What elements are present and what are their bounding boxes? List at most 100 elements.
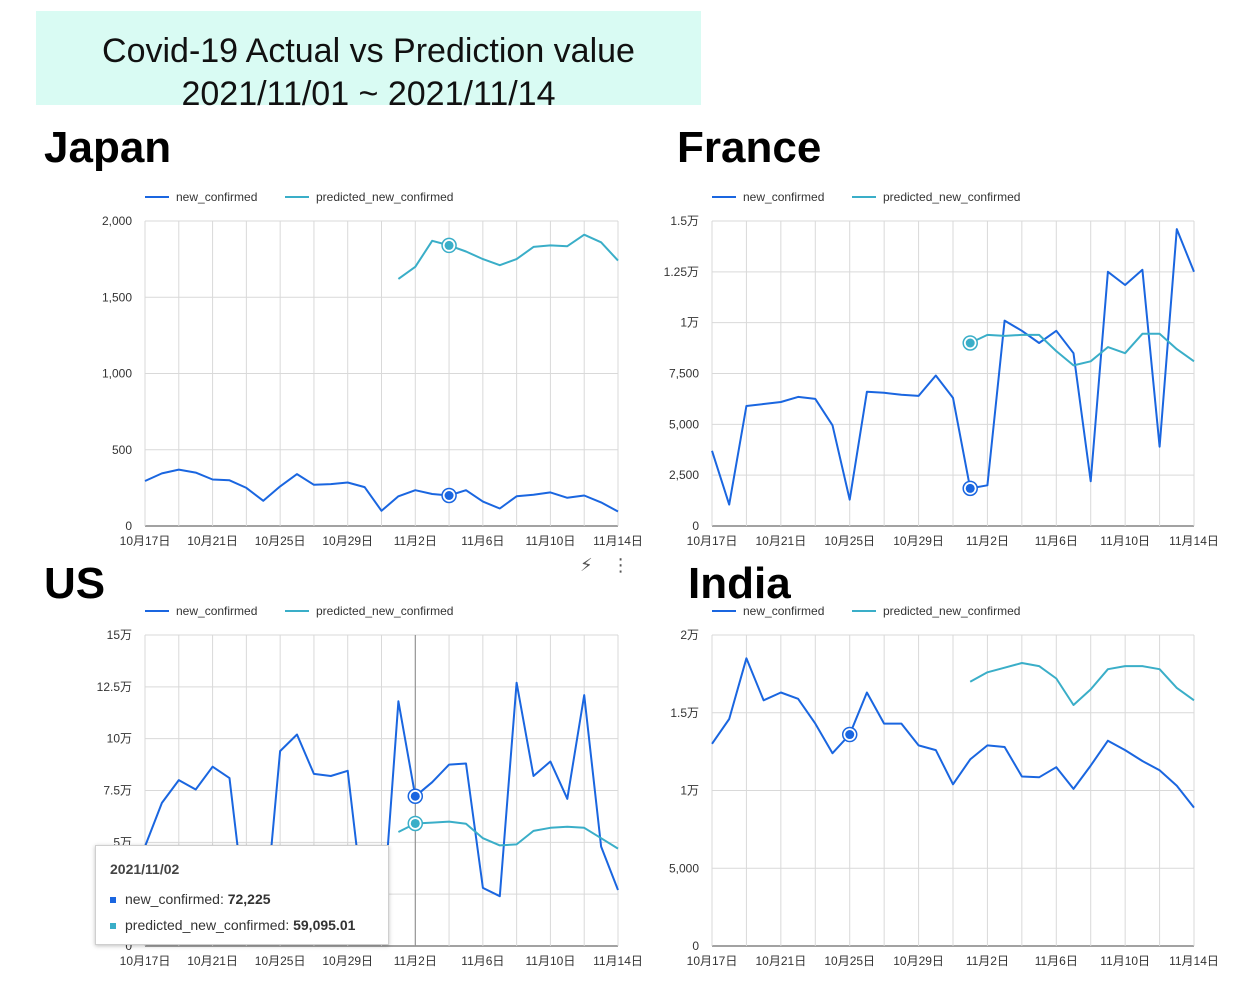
x-tick-label: 10月29日: [893, 534, 944, 548]
legend-label: predicted_new_confirmed: [316, 604, 453, 618]
title-banner: Covid-19 Actual vs Prediction value 2021…: [36, 11, 701, 113]
tooltip-actual-label: new_confirmed:: [125, 891, 224, 907]
y-tick-label: 5,000: [669, 417, 699, 431]
y-tick-label: 2,500: [669, 468, 699, 482]
y-tick-label: 1万: [680, 784, 699, 798]
x-tick-label: 11月2日: [966, 954, 1009, 968]
series-line-predicted[interactable]: [397, 233, 619, 280]
x-tick-label: 11月2日: [966, 534, 1009, 548]
y-tick-label: 15万: [107, 628, 132, 642]
data-point[interactable]: [410, 818, 420, 828]
y-tick-label: 1.25万: [664, 265, 699, 279]
y-tick-label: 0: [692, 939, 699, 953]
x-tick-label: 10月17日: [687, 534, 738, 548]
x-tick-label: 11月10日: [526, 954, 576, 968]
x-tick-label: 11月10日: [1100, 954, 1150, 968]
x-tick-label: 10月25日: [824, 954, 875, 968]
page-subtitle: 2021/11/01 ~ 2021/11/14: [181, 75, 556, 113]
x-tick-label: 10月29日: [322, 534, 373, 548]
x-tick-label: 10月17日: [687, 954, 738, 968]
y-tick-label: 1万: [680, 316, 699, 330]
x-tick-label: 11月10日: [526, 534, 576, 548]
x-tick-label: 11月14日: [593, 954, 643, 968]
x-tick-label: 10月21日: [756, 954, 807, 968]
more-vert-icon[interactable]: ⋮: [611, 555, 630, 575]
legend-label: new_confirmed: [176, 604, 257, 618]
chart-svg: 0 5,000 1万 1.5万 2万 10月17日 10月21日 10月25日 10月29日 11…: [669, 604, 1219, 968]
lightning-icon[interactable]: ⚡︎: [580, 555, 593, 575]
tooltip-row-predicted: predicted_new_confirmed: 59,095.01: [110, 917, 355, 933]
x-tick-label: 10月21日: [187, 954, 238, 968]
y-tick-label: 0: [692, 519, 699, 533]
series-line-new-confirmed[interactable]: [144, 468, 619, 513]
y-tick-label: 0: [125, 519, 132, 533]
series-line-new-confirmed[interactable]: [711, 657, 1195, 809]
legend-label: predicted_new_confirmed: [883, 604, 1020, 618]
chart-legend: new_confirmed predicted_new_confirmed: [145, 190, 453, 204]
chart-svg: 0 500 1,000 1,500 2,000 10月17日 10月21日 10月25日 10月…: [102, 190, 643, 548]
x-tick-label: 10月25日: [255, 954, 306, 968]
tooltip-row-actual: new_confirmed: 72,225: [110, 891, 271, 907]
y-tick-label: 1,000: [102, 367, 132, 381]
y-tick-label: 1.5万: [670, 214, 699, 228]
chart-toolbar: ⚡︎ ⋮: [580, 555, 644, 576]
y-tick-label: 12.5万: [97, 680, 132, 694]
y-tick-label: 7,500: [669, 367, 699, 381]
x-tick-label: 11月6日: [1035, 954, 1078, 968]
x-tick-label: 11月14日: [1169, 954, 1219, 968]
y-tick-label: 10万: [107, 732, 132, 746]
page-title: Covid-19 Actual vs Prediction value: [102, 32, 635, 70]
country-title-india: India: [688, 559, 791, 608]
y-tick-label: 5,000: [669, 861, 699, 875]
chart-legend: new_confirmed predicted_new_confirmed: [712, 604, 1020, 618]
chart-legend: new_confirmed predicted_new_confirmed: [145, 604, 453, 618]
x-tick-label: 11月6日: [461, 954, 504, 968]
legend-label: predicted_new_confirmed: [883, 190, 1020, 204]
tooltip-date: 2021/11/02: [110, 861, 180, 877]
chart-legend: new_confirmed predicted_new_confirmed: [712, 190, 1020, 204]
data-point[interactable]: [444, 240, 454, 250]
x-tick-label: 11月6日: [1035, 534, 1078, 548]
data-point[interactable]: [965, 338, 975, 348]
chart-india[interactable]: 0 5,000 1万 1.5万 2万 10月17日 10月21日 10月25日 10月29日 11…: [632, 595, 1234, 986]
x-tick-label: 11月14日: [1169, 534, 1219, 548]
tooltip-swatch-predicted: [110, 923, 116, 930]
y-tick-label: 500: [112, 443, 132, 457]
country-title-us: US: [44, 559, 106, 608]
series-line-predicted[interactable]: [397, 820, 619, 850]
legend-label: new_confirmed: [176, 190, 257, 204]
chart-svg: 0 2,500 5,000 7,500 1万 1.25万 1.5万 10月17日 10月21日 1…: [664, 190, 1219, 548]
tooltip-swatch-actual: [110, 897, 116, 904]
y-tick-label: 7.5万: [103, 784, 132, 798]
country-title-france: France: [677, 123, 822, 172]
x-tick-label: 11月14日: [593, 534, 643, 548]
x-tick-label: 11月10日: [1100, 534, 1150, 548]
x-tick-label: 10月21日: [187, 534, 238, 548]
y-tick-label: 1,500: [102, 290, 132, 304]
x-tick-label: 11月2日: [394, 954, 437, 968]
data-point[interactable]: [444, 491, 454, 500]
data-tooltip: 2021/11/02 new_confirmed: 72,225 predict…: [95, 845, 389, 945]
country-title-japan: Japan: [44, 123, 172, 172]
series-line-predicted[interactable]: [969, 332, 1195, 367]
chart-japan[interactable]: 0 500 1,000 1,500 2,000 10月17日 10月21日 10月25日 10月…: [65, 181, 658, 566]
y-tick-label: 2,000: [102, 214, 132, 228]
tooltip-actual-value: 72,225: [227, 891, 271, 907]
legend-label: new_confirmed: [743, 604, 824, 618]
x-tick-label: 10月25日: [824, 534, 875, 548]
data-point[interactable]: [410, 791, 420, 801]
y-tick-label: 0: [125, 939, 132, 953]
legend-label: new_confirmed: [743, 190, 824, 204]
y-tick-label: 2万: [680, 628, 699, 642]
data-point[interactable]: [845, 730, 855, 740]
y-tick-label: 1.5万: [670, 706, 699, 720]
x-tick-label: 10月17日: [120, 534, 171, 548]
data-point[interactable]: [965, 483, 975, 493]
x-tick-label: 10月21日: [756, 534, 807, 548]
x-tick-label: 11月6日: [461, 534, 504, 548]
chart-france[interactable]: 0 2,500 5,000 7,500 1万 1.25万 1.5万 10月17日 10月21日 1…: [632, 181, 1234, 566]
series-line-predicted[interactable]: [969, 662, 1195, 706]
x-tick-label: 10月29日: [893, 954, 944, 968]
x-tick-label: 11月2日: [394, 534, 437, 548]
series-line-new-confirmed[interactable]: [711, 228, 1195, 506]
